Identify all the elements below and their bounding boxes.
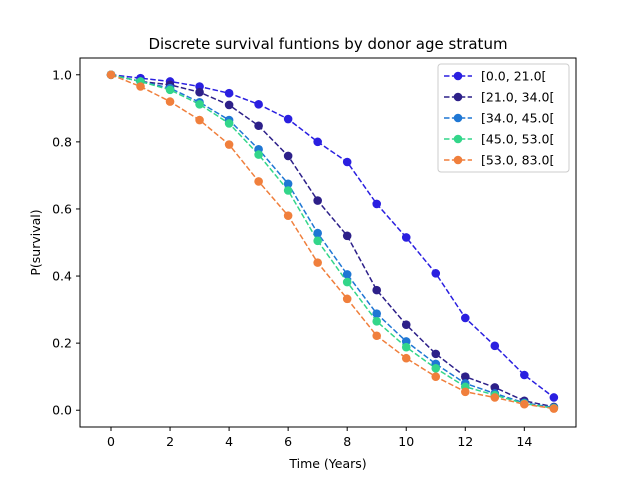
y-tick-label-3: 0.6 (52, 201, 72, 216)
data-point-4-8 (342, 294, 352, 304)
data-point-0-6 (283, 114, 293, 124)
data-point-3-7 (313, 236, 322, 246)
x-axis-label: Time (Years) (288, 456, 366, 471)
data-point-1-8 (342, 231, 352, 241)
data-point-0-9 (372, 199, 382, 209)
data-point-1-6 (283, 151, 293, 161)
data-point-1-3 (195, 87, 204, 97)
legend-label-4: [53.0, 83.0[ (481, 153, 554, 168)
data-point-3-10 (401, 342, 411, 352)
data-point-0-12 (460, 313, 470, 323)
legend-marker-2 (453, 113, 463, 123)
x-tick-label-2: 4 (225, 434, 233, 449)
data-point-0-8 (342, 157, 352, 167)
legend-marker-3 (453, 134, 463, 144)
y-tick-label-0: 0.0 (52, 403, 72, 418)
plot-frame (79, 57, 577, 428)
x-axis: 0 2 4 6 8 10 12 14 (107, 427, 532, 449)
data-point-4-9 (372, 331, 382, 341)
data-point-1-7 (313, 196, 322, 205)
data-point-2-6 (283, 179, 293, 189)
data-point-1-10 (401, 320, 411, 329)
data-point-4-1 (136, 82, 145, 91)
data-point-1-4 (224, 100, 234, 110)
data-point-0-14 (520, 370, 529, 380)
data-point-1-5 (254, 121, 263, 131)
x-tick-label-6: 12 (457, 434, 473, 449)
y-axis-label: P(survival) (28, 209, 43, 275)
x-tick-label-5: 10 (398, 434, 414, 449)
data-point-3-9 (372, 317, 382, 326)
legend-label-2: [34.0, 45.0[ (481, 111, 554, 126)
data-point-0-5 (254, 99, 263, 109)
data-point-3-2 (165, 85, 175, 95)
legend-label-0: [0.0, 21.0[ (481, 69, 546, 84)
data-point-4-3 (195, 115, 204, 125)
data-point-4-11 (431, 372, 441, 381)
data-point-3-11 (431, 364, 441, 373)
data-point-4-4 (224, 140, 234, 149)
legend: [0.0, 21.0[ [21.0, 34.0[ [34.0, 45.0[ [45.0… (437, 63, 570, 173)
legend-label-1: [21.0, 34.0[ (481, 90, 554, 105)
y-tick-label-1: 0.2 (52, 336, 72, 351)
series-line-3 (110, 74, 554, 409)
data-point-3-6 (283, 186, 293, 195)
data-point-4-5 (254, 177, 263, 186)
data-point-0-11 (431, 269, 441, 278)
data-point-1-11 (431, 349, 441, 359)
data-point-3-4 (224, 119, 234, 128)
x-tick-label-3: 6 (284, 434, 292, 449)
data-point-0-7 (313, 137, 322, 147)
data-point-4-0 (106, 70, 116, 80)
series-line-4 (110, 74, 554, 410)
data-point-0-13 (490, 341, 500, 351)
data-point-1-13 (490, 383, 500, 392)
data-point-0-15 (549, 393, 559, 402)
data-point-4-2 (165, 97, 175, 106)
data-point-4-15 (549, 404, 559, 413)
chart-title: Discrete survival funtions by donor age … (148, 35, 507, 53)
data-point-1-12 (460, 372, 470, 381)
data-point-4-6 (283, 211, 293, 220)
x-tick-label-1: 2 (166, 434, 174, 449)
y-tick-label-5: 1.0 (52, 67, 72, 82)
data-point-2-8 (342, 270, 352, 279)
data-point-2-9 (372, 309, 382, 318)
data-point-2-7 (313, 228, 322, 238)
data-point-3-8 (342, 277, 352, 287)
data-point-0-10 (401, 233, 411, 242)
data-point-1-9 (372, 285, 382, 295)
data-point-3-5 (254, 150, 263, 159)
data-point-4-13 (490, 393, 500, 402)
legend-marker-1 (453, 92, 463, 102)
y-tick-label-2: 0.4 (52, 269, 72, 284)
x-tick-label-0: 0 (107, 434, 115, 449)
data-point-4-10 (401, 353, 411, 363)
legend-box (437, 63, 570, 173)
series-line-1 (110, 74, 555, 408)
series-line-2 (110, 74, 554, 409)
plot-area (106, 70, 559, 413)
data-point-3-3 (195, 99, 204, 109)
data-point-4-12 (460, 387, 470, 397)
data-point-4-14 (520, 399, 529, 409)
data-point-0-4 (224, 88, 234, 98)
legend-label-3: [45.0, 53.0[ (481, 132, 554, 147)
x-tick-label-4: 8 (343, 434, 351, 449)
y-axis: 0.0 0.2 0.4 0.6 0.8 1.0 (52, 67, 80, 418)
x-tick-label-7: 14 (516, 434, 532, 449)
data-point-4-7 (313, 258, 322, 267)
legend-marker-0 (453, 71, 463, 81)
legend-marker-4 (453, 155, 463, 165)
series-line-0 (110, 74, 555, 399)
y-tick-label-4: 0.8 (52, 134, 72, 149)
